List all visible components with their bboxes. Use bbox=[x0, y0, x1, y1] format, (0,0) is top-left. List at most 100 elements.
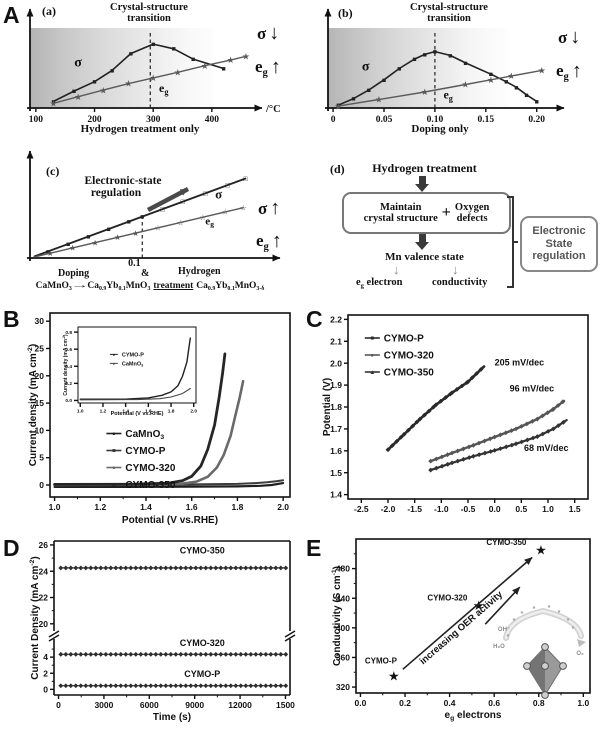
electron-mark: * bbox=[507, 634, 510, 641]
bead-marker bbox=[118, 651, 124, 657]
bead-marker bbox=[268, 651, 274, 657]
legend-label: CYMO-350 bbox=[384, 368, 434, 379]
y-tick-label: 1.4 bbox=[330, 490, 342, 500]
legend-marker-square: ■ bbox=[112, 448, 116, 455]
series-CYMO-350 bbox=[53, 352, 227, 486]
legend-marker-dot: ● bbox=[112, 465, 116, 472]
x-tick-label: 1.2 bbox=[94, 502, 106, 512]
x-tick-label: 100 bbox=[29, 115, 44, 125]
bead-marker bbox=[128, 651, 134, 657]
bead-marker bbox=[503, 430, 509, 436]
legend-label: CaMnO3 bbox=[125, 429, 164, 441]
band-arrowhead bbox=[577, 639, 586, 647]
bead-marker bbox=[487, 436, 493, 442]
bead-marker bbox=[283, 683, 289, 689]
bead-marker bbox=[113, 565, 119, 571]
axis-break-mark bbox=[284, 634, 296, 642]
bead-marker bbox=[469, 375, 475, 381]
bead-marker bbox=[203, 651, 209, 657]
bead-marker bbox=[63, 683, 69, 689]
legend-marker-square: ■ bbox=[113, 353, 115, 357]
bead-marker bbox=[253, 683, 259, 689]
plus-sign: + bbox=[441, 204, 451, 221]
marker-square: ■ bbox=[92, 79, 96, 86]
bead-marker bbox=[178, 683, 184, 689]
series-eg-line bbox=[33, 207, 244, 258]
x-tick-label: 0.10 bbox=[427, 115, 444, 125]
panel-label-C: C bbox=[306, 306, 323, 332]
conductivity-text: conductivity bbox=[432, 277, 488, 288]
h2o-label: H₂O bbox=[493, 644, 505, 650]
marker-star: ★ bbox=[473, 598, 485, 613]
fat-down-arrow-icon bbox=[415, 234, 429, 250]
bead-marker bbox=[213, 565, 219, 571]
bead-marker bbox=[273, 565, 279, 571]
y-tick-label: 400 bbox=[336, 623, 350, 633]
bead-marker bbox=[148, 651, 154, 657]
marker-square: ■ bbox=[504, 79, 508, 86]
panel-label-B: B bbox=[3, 306, 20, 332]
bead-marker bbox=[414, 419, 420, 425]
bead-marker bbox=[163, 651, 169, 657]
bead-marker bbox=[193, 565, 199, 571]
y-tick-label: 1.9 bbox=[330, 380, 342, 390]
bead-marker bbox=[63, 565, 69, 571]
indicator-eg-up-c: eg ↑ bbox=[256, 230, 282, 253]
bead-marker bbox=[123, 651, 129, 657]
bead-marker bbox=[68, 651, 74, 657]
x-tick-label: 0.4 bbox=[444, 698, 456, 708]
legend-label: CYMO-320 bbox=[125, 463, 175, 474]
bead-marker bbox=[113, 683, 119, 689]
bead-marker bbox=[268, 565, 274, 571]
bead-marker bbox=[253, 651, 259, 657]
y-tick-label: 2.2 bbox=[330, 314, 342, 324]
x-tick-label: 0 bbox=[331, 115, 336, 125]
chart-Bi: 1.0 1.2 1.4 1.6 1.8 2.0 0.0 0.2 0.4 0.6 0.8 Potenti… bbox=[62, 319, 204, 417]
x-tick-label: 0.2 bbox=[399, 698, 411, 708]
bead-marker bbox=[198, 683, 204, 689]
x-tick-label: 1.4 bbox=[140, 502, 152, 512]
marker-square: ■ bbox=[106, 226, 110, 233]
marker-star: ★ bbox=[201, 61, 209, 71]
legend-label: CYMO-320 bbox=[384, 351, 434, 362]
marker-star: ★ bbox=[114, 233, 121, 242]
marker-square: ■ bbox=[51, 99, 55, 106]
marker-square: ■ bbox=[127, 219, 131, 226]
bead-marker bbox=[168, 565, 174, 571]
marker-star: ★ bbox=[461, 80, 469, 90]
panel-d-flowchart: (d) Hydrogen treatment Maintain crystal s… bbox=[300, 140, 600, 305]
bead-marker bbox=[198, 651, 204, 657]
annotation-arrow bbox=[402, 556, 533, 670]
bead-marker bbox=[68, 683, 74, 689]
bead-marker bbox=[218, 565, 224, 571]
tag-a: (a) bbox=[42, 4, 56, 18]
x-tick-label: 1.2 bbox=[100, 408, 107, 414]
marker-square: ■ bbox=[535, 99, 539, 106]
indicator-sigma-down-a: σ ↓ bbox=[257, 22, 279, 45]
x-tick-label: 9000 bbox=[185, 700, 204, 710]
x-tick-label: 0.6 bbox=[488, 698, 500, 708]
marker-square: ■ bbox=[514, 85, 518, 92]
x-tick-label: 1.0 bbox=[77, 408, 84, 414]
panel-label-A: A bbox=[3, 2, 20, 28]
y-tick-label: 4 bbox=[43, 652, 48, 662]
bead-marker bbox=[163, 565, 169, 571]
y-tick-label: 20 bbox=[35, 371, 45, 381]
bead-marker bbox=[248, 565, 254, 571]
bead-marker bbox=[218, 683, 224, 689]
x-tick-label: 0.15 bbox=[478, 115, 495, 125]
series-CaMnO3 bbox=[79, 387, 191, 401]
x-tick-label: 1.6 bbox=[186, 502, 198, 512]
tag-b: (b) bbox=[338, 6, 353, 20]
bead-marker bbox=[123, 683, 129, 689]
bead-marker bbox=[58, 651, 64, 657]
bead-marker bbox=[178, 651, 184, 657]
bead-marker bbox=[208, 565, 214, 571]
marker-square: ■ bbox=[129, 51, 133, 58]
bead-marker bbox=[98, 651, 104, 657]
x-tick-label: 1.5 bbox=[569, 504, 581, 514]
series-sigma bbox=[52, 43, 225, 103]
legend-label: CYMO-P bbox=[122, 352, 144, 358]
bead-marker bbox=[173, 683, 179, 689]
